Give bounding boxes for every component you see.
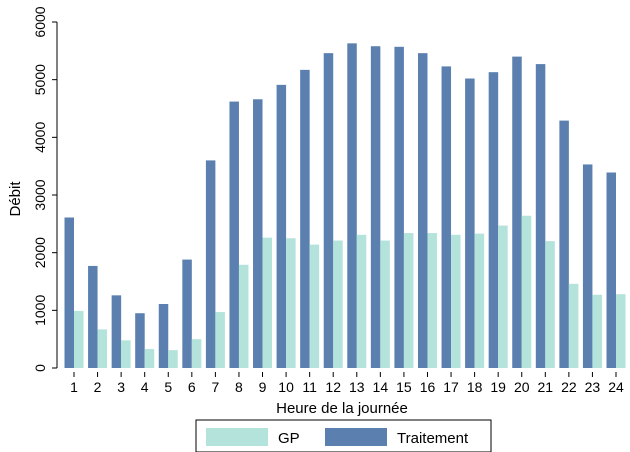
x-tick-label: 23	[585, 379, 601, 395]
bar-traitement-12	[323, 53, 334, 368]
bar-traitement-22	[559, 120, 569, 368]
x-tick-label: 2	[94, 379, 102, 395]
bar-gp-6	[191, 339, 202, 368]
bar-traitement-16	[417, 53, 428, 368]
bar-traitement-24	[606, 172, 616, 368]
y-tick-label: 0	[32, 364, 48, 372]
bar-gp-7	[215, 312, 225, 368]
x-tick-label: 4	[141, 379, 149, 395]
x-tick-label: 20	[514, 379, 530, 395]
legend-label-gp: GP	[278, 430, 300, 447]
legend-swatch-gp	[206, 428, 268, 446]
y-tick-label: 4000	[32, 122, 48, 153]
x-tick-label: 22	[561, 379, 577, 395]
x-axis-ticks: 1 2 3 4 5 6 7 8 9 10 11 12 13 14 15 16 17 18 19 20 21 22 23 24	[70, 372, 624, 395]
bar-traitement-15	[394, 46, 404, 369]
y-tick-label: 1000	[32, 295, 48, 326]
bar-gp-20	[521, 215, 532, 368]
bar-gp-22	[568, 283, 579, 368]
legend-label-traitement: Traitement	[397, 430, 469, 447]
bar-traitement-1	[64, 217, 74, 368]
bar-gp-11	[309, 244, 320, 368]
y-axis-title: Débit	[7, 181, 24, 217]
bar-gp-8	[238, 264, 249, 368]
bar-traitement-20	[512, 56, 522, 368]
x-tick-label: 7	[211, 379, 219, 395]
y-axis-ticks: 0 1000 2000 3000 4000 5000 6000	[32, 6, 57, 372]
x-tick-label: 16	[420, 379, 436, 395]
x-tick-label: 5	[164, 379, 172, 395]
x-tick-label: 8	[235, 379, 243, 395]
bar-gp-23	[592, 294, 602, 368]
bar-gp-9	[262, 237, 273, 368]
x-tick-label: 13	[349, 379, 365, 395]
bar-gp-3	[121, 340, 131, 368]
y-tick-label: 5000	[32, 64, 48, 95]
bar-traitement-4	[135, 313, 145, 368]
bar-traitement-13	[347, 43, 357, 368]
bar-traitement-5	[158, 303, 169, 368]
x-tick-label: 19	[490, 379, 506, 395]
bar-gp-14	[380, 240, 390, 368]
bar-traitement-7	[205, 160, 216, 368]
bar-traitement-21	[535, 64, 546, 368]
x-tick-label: 12	[325, 379, 341, 395]
bar-gp-16	[427, 233, 437, 368]
bar-traitement-9	[253, 99, 263, 369]
bar-gp-2	[97, 329, 108, 368]
x-tick-label: 11	[302, 379, 317, 395]
bars	[64, 43, 626, 369]
x-tick-label: 14	[373, 379, 389, 395]
x-tick-label: 21	[538, 379, 554, 395]
x-tick-label: 17	[443, 379, 459, 395]
bar-gp-24	[616, 294, 626, 368]
bar-gp-10	[286, 238, 296, 368]
bar-traitement-10	[276, 84, 287, 369]
bar-traitement-17	[441, 66, 452, 369]
bar-gp-13	[356, 234, 367, 368]
legend: GP Traitement	[195, 419, 492, 452]
bar-gp-1	[74, 310, 84, 368]
x-tick-label: 3	[117, 379, 125, 395]
bar-gp-18	[474, 233, 485, 368]
bar-gp-5	[168, 350, 178, 368]
y-tick-label: 2000	[32, 237, 48, 268]
x-tick-label: 1	[70, 379, 78, 395]
bar-traitement-18	[465, 78, 475, 368]
bar-traitement-11	[300, 69, 310, 368]
x-tick-label: 9	[259, 379, 267, 395]
bar-traitement-2	[88, 265, 98, 368]
bar-traitement-23	[582, 164, 593, 368]
bar-gp-19	[498, 225, 508, 368]
x-axis-title: Heure de la journée	[276, 400, 408, 417]
bar-gp-12	[333, 240, 343, 368]
bar-gp-17	[451, 234, 461, 368]
bar-gp-15	[403, 233, 414, 368]
x-tick-label: 24	[608, 379, 624, 395]
bar-gp-4	[144, 348, 155, 368]
x-tick-label: 15	[396, 379, 412, 395]
bar-traitement-3	[111, 295, 122, 368]
x-tick-label: 6	[188, 379, 196, 395]
bar-traitement-14	[370, 46, 381, 368]
x-tick-label: 10	[278, 379, 294, 395]
y-tick-label: 3000	[32, 179, 48, 210]
bar-traitement-6	[182, 259, 192, 368]
bar-traitement-19	[488, 72, 499, 369]
x-tick-label: 18	[467, 379, 483, 395]
legend-swatch-traitement	[325, 428, 387, 446]
bar-gp-21	[545, 241, 555, 368]
y-tick-label: 6000	[32, 6, 48, 37]
bar-traitement-8	[229, 101, 239, 368]
